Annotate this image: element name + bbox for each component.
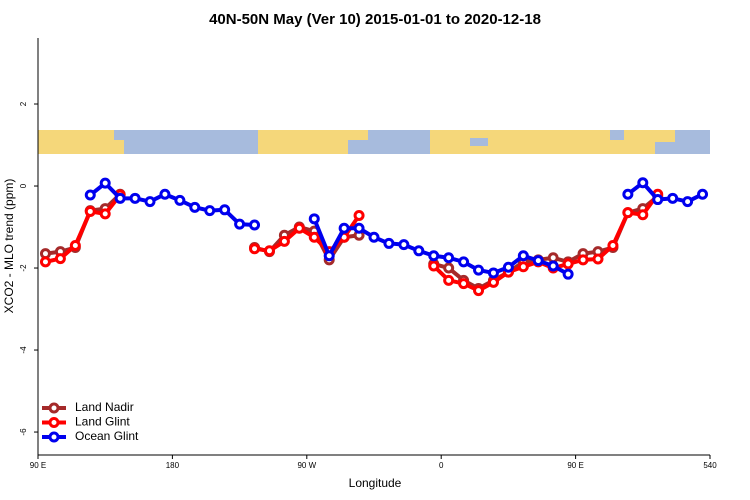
data-point bbox=[129, 192, 141, 204]
data-point bbox=[249, 219, 261, 231]
data-point bbox=[443, 274, 455, 286]
data-point bbox=[502, 261, 514, 273]
legend-label: Ocean Glint bbox=[75, 429, 139, 443]
data-point bbox=[562, 258, 574, 270]
data-point bbox=[308, 231, 320, 243]
data-point bbox=[428, 250, 440, 262]
data-point bbox=[517, 261, 529, 273]
data-point bbox=[249, 243, 261, 255]
data-point bbox=[204, 205, 216, 217]
data-point bbox=[99, 177, 111, 189]
data-point bbox=[622, 188, 634, 200]
data-point bbox=[577, 254, 589, 266]
data-point bbox=[473, 285, 485, 297]
x-axis-label: Longitude bbox=[349, 476, 402, 490]
data-point bbox=[234, 218, 246, 230]
data-point bbox=[413, 245, 425, 257]
data-point bbox=[532, 255, 544, 267]
data-point bbox=[353, 222, 365, 234]
y-axis-label: XCO2 - MLO trend (ppm) bbox=[2, 179, 16, 314]
x-tick-label: 90 E bbox=[567, 461, 583, 470]
data-point bbox=[473, 264, 485, 276]
legend-marker bbox=[48, 431, 60, 443]
data-point bbox=[114, 192, 126, 204]
x-tick-label: 540 bbox=[703, 461, 717, 470]
data-point bbox=[308, 213, 320, 225]
data-point bbox=[443, 262, 455, 274]
data-point bbox=[338, 222, 350, 234]
data-point bbox=[353, 210, 365, 222]
data-point bbox=[443, 252, 455, 264]
data-point bbox=[622, 207, 634, 219]
legend-marker bbox=[48, 402, 60, 414]
data-point bbox=[398, 239, 410, 251]
data-point bbox=[99, 208, 111, 220]
y-tick-label: -2 bbox=[19, 264, 28, 272]
x-tick-label: 90 W bbox=[297, 461, 316, 470]
data-point bbox=[54, 253, 66, 265]
data-point bbox=[174, 194, 186, 206]
data-point bbox=[69, 239, 81, 251]
data-point bbox=[84, 205, 96, 217]
data-point bbox=[487, 267, 499, 279]
y-tick-label: -6 bbox=[19, 428, 28, 436]
data-point bbox=[517, 250, 529, 262]
data-point bbox=[458, 278, 470, 290]
data-point bbox=[697, 188, 709, 200]
x-tick-label: 90 E bbox=[30, 461, 46, 470]
data-point bbox=[159, 188, 171, 200]
legend-label: Land Glint bbox=[75, 415, 130, 429]
data-point bbox=[84, 189, 96, 201]
data-point bbox=[637, 177, 649, 189]
data-point bbox=[458, 256, 470, 268]
data-point bbox=[323, 250, 335, 262]
chart-title: 40N-50N May (Ver 10) 2015-01-01 to 2020-… bbox=[209, 11, 541, 28]
data-point bbox=[383, 237, 395, 249]
y-tick-label: -4 bbox=[19, 346, 28, 354]
data-point bbox=[607, 239, 619, 251]
data-point bbox=[144, 196, 156, 208]
y-tick-label: 0 bbox=[19, 183, 28, 188]
data-point bbox=[189, 201, 201, 213]
data-point bbox=[667, 192, 679, 204]
x-tick-label: 0 bbox=[439, 461, 444, 470]
data-point bbox=[368, 231, 380, 243]
data-point bbox=[487, 276, 499, 288]
legend-marker bbox=[48, 417, 60, 428]
data-point bbox=[293, 222, 305, 234]
data-point bbox=[652, 194, 664, 206]
data-point bbox=[682, 196, 694, 208]
data-point bbox=[637, 209, 649, 221]
data-point bbox=[278, 235, 290, 247]
data-point bbox=[547, 260, 559, 272]
map-strip bbox=[38, 130, 710, 154]
y-tick-label: 2 bbox=[19, 101, 28, 106]
data-point bbox=[562, 268, 574, 280]
legend-label: Land Nadir bbox=[75, 400, 134, 414]
data-point bbox=[592, 253, 604, 265]
x-tick-label: 180 bbox=[166, 461, 180, 470]
data-point bbox=[428, 260, 440, 272]
data-point bbox=[39, 256, 51, 268]
data-point bbox=[263, 245, 275, 257]
data-point bbox=[219, 204, 231, 216]
